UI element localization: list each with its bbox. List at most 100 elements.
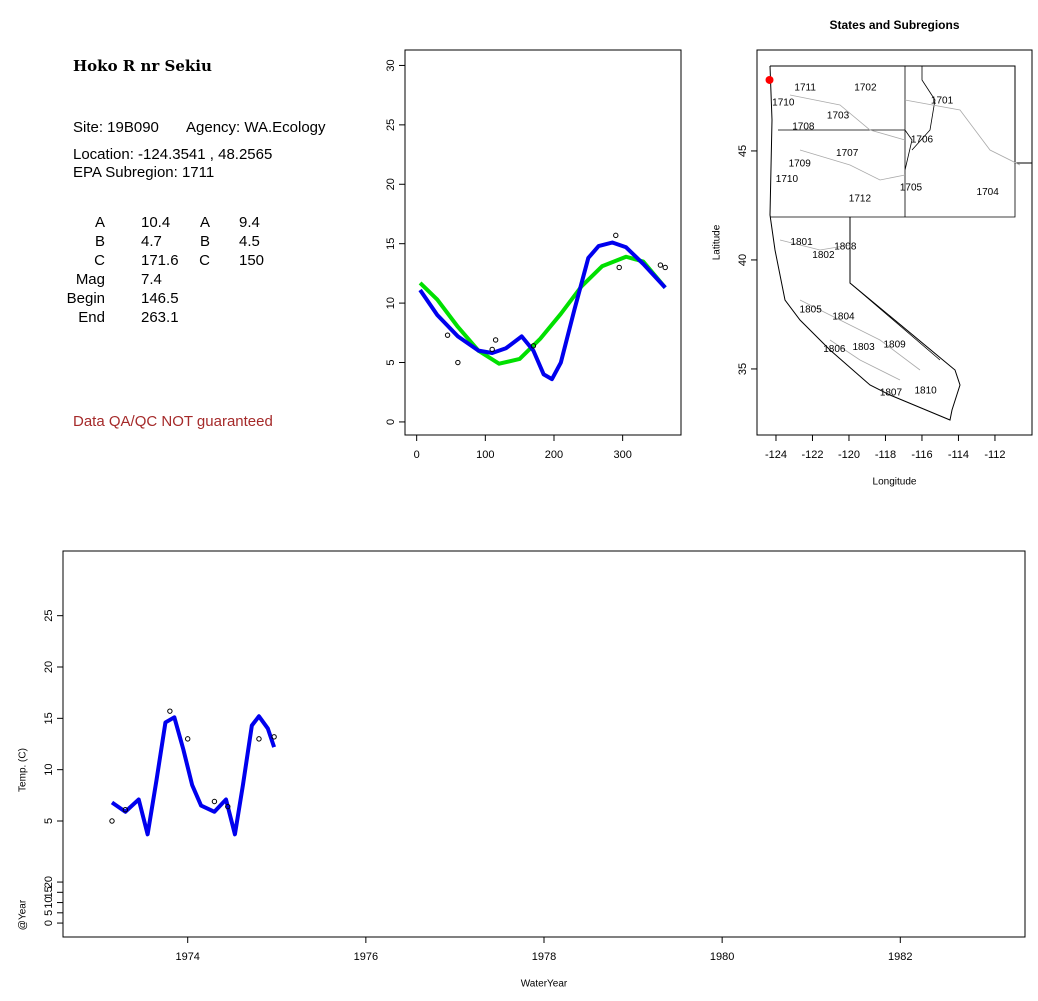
data-point [211, 798, 218, 805]
y-axis-label: Latitude [712, 224, 723, 260]
data-point [256, 736, 262, 742]
param-value: 4.7 [141, 233, 162, 250]
map-outline [769, 65, 1032, 421]
y2-axis-label: @Year [18, 899, 29, 930]
plot-frame [756, 49, 1033, 436]
region-label: 1802 [812, 250, 835, 261]
y-tick-label: 20 [385, 178, 397, 190]
param-name: Begin [66, 290, 105, 307]
y-tick-label: 5 [43, 910, 55, 916]
region-label: 1807 [880, 388, 903, 399]
x-tick-label: -122 [801, 449, 823, 461]
param-value: 4.5 [239, 233, 260, 250]
region-label: 1702 [854, 82, 877, 93]
param-name: B [94, 233, 105, 250]
y-tick-label: 10 [43, 896, 55, 908]
x-tick-label: -124 [765, 449, 787, 461]
param-value: 150 [239, 252, 265, 269]
y-tick-label: 10 [385, 297, 397, 309]
region-label: 1707 [836, 148, 859, 159]
region-label: 1710 [772, 98, 795, 109]
param-name: End [78, 309, 105, 326]
x-tick-label: -116 [911, 449, 932, 461]
region-label: 1711 [794, 82, 816, 93]
param-value: 263.1 [141, 309, 179, 326]
param-name: A [94, 214, 105, 231]
param-name: C [199, 252, 210, 269]
note: Data QA/QC NOT guaranteed [73, 413, 273, 430]
y-tick-label: 15 [43, 712, 55, 724]
subregion: EPA Subregion: 1711 [73, 164, 215, 181]
y-tick-label: 25 [385, 119, 397, 131]
y-tick-label: 40 [737, 254, 749, 266]
region-label: 1704 [977, 187, 1000, 198]
series-line [418, 254, 667, 366]
region-label: 1804 [832, 311, 855, 322]
x-tick-label: 200 [545, 449, 563, 461]
y-tick-label: 5 [385, 359, 397, 365]
y-axis-label: Temp. (C) [18, 748, 29, 792]
x-tick-label: 100 [476, 449, 494, 461]
data-point [225, 803, 231, 810]
y-tick-label: 0 [43, 920, 55, 926]
region-label: 1805 [800, 305, 823, 316]
data-point [122, 807, 129, 813]
y-tick-label: 15 [43, 886, 55, 898]
param-name: B [199, 233, 210, 250]
y-tick-label: 0 [385, 419, 397, 425]
y-tick-label: 10 [43, 764, 55, 776]
region-label: 1808 [834, 242, 857, 253]
x-tick-label: 0 [414, 449, 420, 461]
region-label: 1801 [790, 237, 813, 248]
param-value: 9.4 [239, 214, 260, 231]
data-point [662, 264, 668, 271]
region-label: 1806 [823, 344, 846, 355]
chart-title: States and Subregions [829, 18, 959, 32]
region-label: 1709 [789, 159, 812, 170]
data-point [616, 264, 622, 271]
region-label: 1703 [827, 111, 850, 122]
agency: Agency: WA.Ecology [186, 119, 326, 136]
y-tick-label: 45 [737, 145, 749, 157]
x-tick-label: 1974 [175, 951, 199, 963]
y-tick-label: 35 [737, 363, 749, 375]
x-tick-label: 1978 [532, 951, 556, 963]
data-point [489, 346, 495, 353]
region-label: 1706 [911, 135, 934, 146]
region-label: 1809 [883, 340, 906, 351]
series-line [110, 714, 277, 837]
x-tick-label: 1976 [354, 951, 378, 963]
x-tick-label: 300 [613, 449, 631, 461]
param-value: 171.6 [141, 252, 179, 269]
x-tick-label: -114 [948, 449, 969, 461]
site-id: Site: 19B090 [73, 119, 159, 136]
y-tick-label: 5 [43, 818, 55, 824]
plot-frame [62, 550, 1026, 938]
y-tick-label: 20 [43, 876, 55, 888]
location: Location: -124.3541 , 48.2565 [73, 146, 273, 163]
param-value: 146.5 [141, 290, 179, 307]
plot-frame [404, 49, 682, 436]
data-point [167, 708, 173, 714]
region-label: 1712 [849, 194, 872, 205]
subregion-borders [779, 94, 1021, 381]
x-axis-label: WaterYear [521, 979, 568, 990]
region-label: 1705 [900, 183, 923, 194]
x-tick-label: -120 [838, 449, 860, 461]
y-tick-label: 25 [43, 610, 55, 622]
region-label: 1803 [852, 342, 875, 353]
data-point [455, 359, 461, 366]
x-axis-label: Longitude [873, 477, 917, 488]
data-point [657, 262, 664, 268]
data-point [613, 232, 619, 239]
data-point [271, 734, 277, 740]
data-point [444, 332, 451, 338]
param-value: 10.4 [141, 214, 171, 231]
y-tick-label: 20 [43, 661, 55, 673]
data-point [109, 818, 115, 824]
x-tick-label: 1982 [888, 951, 912, 963]
x-tick-label: 1980 [710, 951, 734, 963]
y-tick-label: 30 [385, 59, 397, 71]
